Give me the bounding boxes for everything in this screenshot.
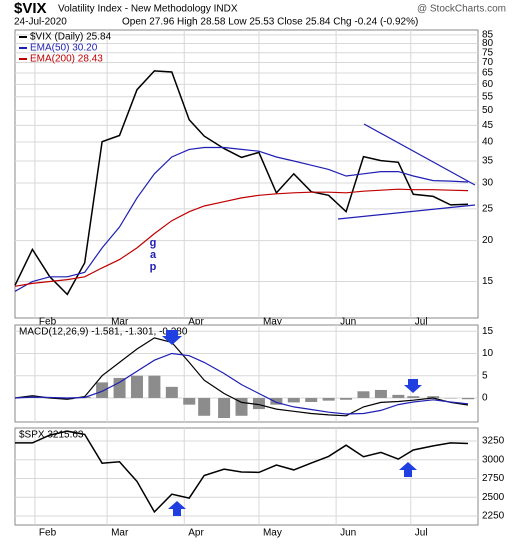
- quote: Open 27.96 High 28.58 Low 25.53 Close 25…: [122, 17, 418, 28]
- y-tick-label: 5: [482, 370, 488, 381]
- x-tick-label: Feb: [39, 528, 57, 539]
- x-tick-label: Mar: [111, 528, 129, 539]
- y-tick-label: 15: [482, 276, 494, 287]
- histogram-bar: [131, 376, 143, 398]
- y-tick-label: 20: [482, 235, 494, 246]
- x-tick-label: Jun: [340, 528, 356, 539]
- date: 24-Jul-2020: [14, 17, 67, 28]
- panel-title: MACD(12,26,9) -1.581, -1.301, -0.280: [19, 327, 188, 338]
- legend-label: $VIX (Daily) 25.84: [30, 32, 112, 43]
- index-name: Volatility Index - New Methodology INDX: [58, 4, 238, 15]
- histogram-bar: [323, 398, 335, 401]
- y-tick-label: 0: [482, 393, 488, 404]
- y-tick-label: 15: [482, 326, 494, 337]
- histogram-bar: [305, 398, 317, 402]
- y-tick-label: 40: [482, 137, 494, 148]
- histogram-bar: [166, 387, 178, 398]
- histogram-bar: [96, 382, 108, 398]
- histogram-bar: [392, 395, 404, 398]
- panel-title: $SPX 3215.63: [19, 430, 84, 441]
- y-tick-label: 2750: [482, 473, 505, 484]
- y-tick-label: 45: [482, 120, 494, 131]
- y-tick-label: 60: [482, 79, 494, 90]
- y-tick-label: 25: [482, 204, 494, 215]
- histogram-bar: [357, 391, 369, 398]
- annotation-line: a: [150, 249, 157, 261]
- y-tick-label: 2250: [482, 511, 505, 522]
- histogram-bar: [407, 396, 419, 398]
- x-tick-label: Jul: [415, 528, 428, 539]
- y-tick-label: 10: [482, 348, 494, 359]
- y-tick-label: 35: [482, 156, 494, 167]
- histogram-bar: [114, 378, 126, 398]
- histogram-bar: [288, 398, 300, 402]
- histogram-bar: [218, 398, 230, 418]
- histogram-bar: [148, 376, 160, 398]
- y-tick-label: 85: [482, 30, 494, 41]
- annotation-line: g: [150, 237, 157, 249]
- x-tick-label: Apr: [188, 528, 204, 539]
- y-tick-label: 3250: [482, 436, 505, 447]
- y-tick-label: 65: [482, 68, 494, 79]
- histogram-bar: [183, 398, 195, 405]
- histogram-bar: [198, 398, 210, 416]
- y-tick-label: 55: [482, 91, 494, 102]
- y-tick-label: 30: [482, 178, 494, 189]
- legend-label: EMA(50) 30.20: [30, 43, 98, 54]
- y-tick-label: 2500: [482, 492, 505, 503]
- x-tick-label: May: [263, 528, 282, 539]
- y-tick-label: 3000: [482, 454, 505, 465]
- histogram-bar: [375, 390, 387, 398]
- annotation-line: p: [150, 261, 157, 273]
- y-tick-label: 70: [482, 57, 494, 68]
- source: @ StockCharts.com: [417, 4, 506, 15]
- y-tick-label: 50: [482, 105, 494, 116]
- histogram-bar: [462, 398, 474, 399]
- symbol: $VIX: [14, 0, 47, 17]
- legend-label: EMA(200) 28.43: [30, 54, 103, 65]
- histogram-bar: [340, 398, 352, 400]
